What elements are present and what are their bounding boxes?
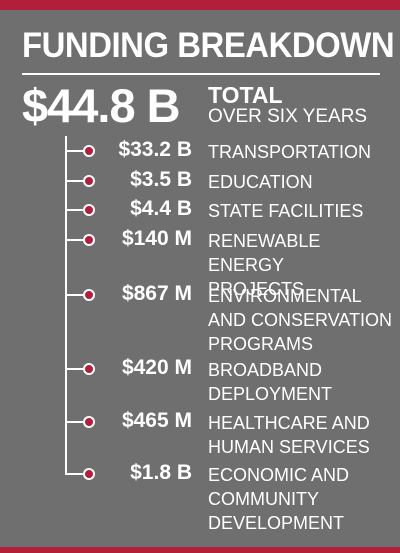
item-amount: $1.8 B	[130, 461, 192, 484]
item-label: ENVIRONMENTAL AND CONSERVATION PROGRAMS	[208, 286, 393, 354]
branch-line	[65, 150, 85, 152]
item-amount: $33.2 B	[118, 138, 192, 161]
item-amount: $867 M	[121, 282, 192, 305]
bullet-dot-icon	[83, 416, 95, 428]
bullet-dot-icon	[83, 145, 95, 157]
list-item-environmental: $867 M ENVIRONMENTAL AND CONSERVATION PR…	[65, 281, 395, 354]
branch-line	[65, 294, 85, 296]
item-label: TRANSPORTATION	[208, 142, 372, 162]
tree-connector-line	[65, 136, 67, 473]
bullet-dot-icon	[83, 289, 95, 301]
list-item-education: $3.5 B EDUCATION	[65, 167, 395, 193]
list-item-transportation: $33.2 B TRANSPORTATION	[65, 137, 395, 163]
item-amount: $140 M	[121, 227, 192, 250]
bullet-dot-icon	[83, 468, 95, 480]
list-item-state-facilities: $4.4 B STATE FACILITIES	[65, 196, 395, 222]
item-label: ECONOMIC AND COMMUNITY DEVELOPMENT	[208, 465, 350, 533]
total-sublabel: OVER SIX YEARS	[208, 106, 368, 127]
item-label: BROADBAND DEPLOYMENT	[208, 360, 333, 404]
item-label: RENEWABLE ENERGY PROJECTS	[208, 231, 321, 299]
branch-line	[65, 368, 85, 370]
item-label: STATE FACILITIES	[208, 201, 364, 221]
page-title: FUNDING BREAKDOWN	[22, 26, 395, 65]
bullet-dot-icon	[83, 363, 95, 375]
item-label: EDUCATION	[208, 172, 313, 192]
bottom-accent-bar	[0, 547, 400, 553]
total-amount: $44.8 B	[22, 79, 181, 132]
item-amount: $465 M	[121, 409, 192, 432]
branch-line	[65, 239, 85, 241]
branch-line	[65, 473, 85, 475]
bullet-dot-icon	[83, 234, 95, 246]
bullet-dot-icon	[83, 175, 95, 187]
item-amount: $420 M	[121, 356, 192, 379]
list-item-renewable-energy: $140 M RENEWABLE ENERGY PROJECTS	[65, 226, 395, 299]
item-label: HEALTHCARE AND HUMAN SERVICES	[208, 413, 370, 457]
list-item-broadband: $420 M BROADBAND DEPLOYMENT	[65, 355, 395, 404]
list-item-healthcare: $465 M HEALTHCARE AND HUMAN SERVICES	[65, 408, 395, 457]
branch-line	[65, 421, 85, 423]
branch-line	[65, 180, 85, 182]
bullet-dot-icon	[83, 204, 95, 216]
item-amount: $3.5 B	[130, 168, 192, 191]
title-divider	[22, 73, 380, 75]
item-amount: $4.4 B	[130, 197, 192, 220]
list-item-economic: $1.8 B ECONOMIC AND COMMUNITY DEVELOPMEN…	[65, 460, 395, 533]
top-accent-bar	[0, 0, 400, 10]
total-label: TOTAL	[208, 82, 283, 108]
branch-line	[65, 209, 85, 211]
